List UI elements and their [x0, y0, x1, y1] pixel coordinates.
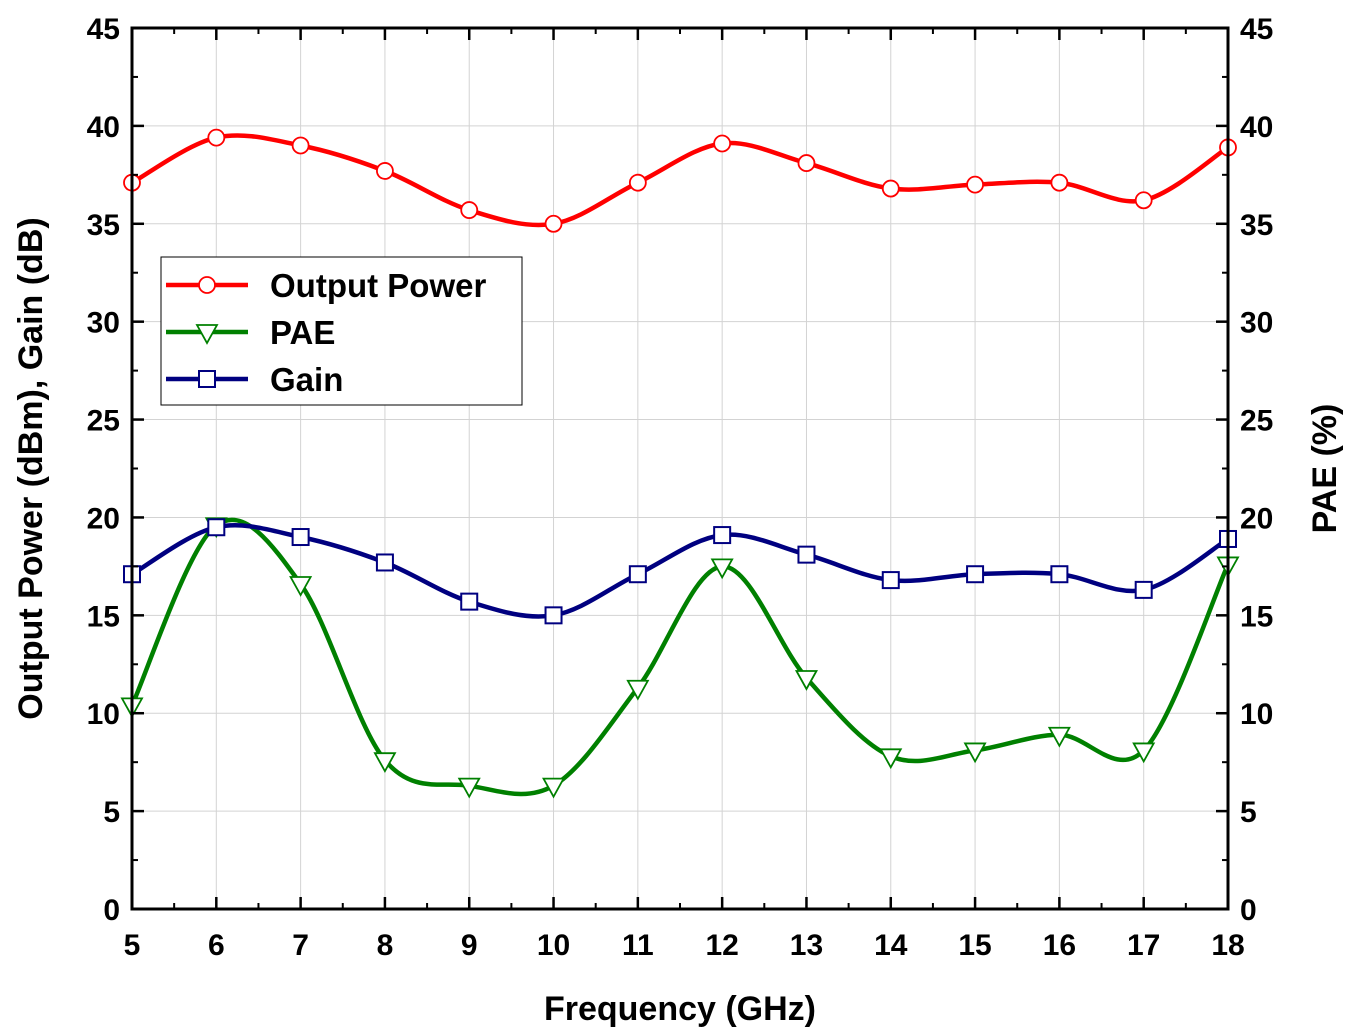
y-left-tick-label: 40	[87, 111, 120, 144]
legend: Output Power PAE Gain	[160, 256, 523, 406]
series-pae-point	[626, 679, 650, 701]
y-axis-left-title: Output Power (dBm), Gain (dB)	[12, 217, 50, 719]
x-tick-label: 16	[1043, 929, 1076, 962]
legend-marker-pae	[195, 324, 219, 345]
series-gain-point	[207, 518, 226, 537]
series-output-power-point	[376, 162, 394, 180]
y-right-tick-label: 35	[1240, 209, 1273, 242]
x-tick-label: 12	[705, 929, 738, 962]
x-tick-label: 13	[790, 929, 823, 962]
y-right-tick-label: 45	[1240, 13, 1273, 46]
series-pae-point	[794, 670, 818, 691]
x-tick-label: 6	[208, 929, 225, 962]
legend-label-output-power: Output Power	[270, 267, 486, 304]
series-pae	[120, 517, 1240, 799]
y-left-tick-label: 25	[87, 405, 120, 438]
y-left-tick-label: 30	[87, 307, 120, 340]
x-tick-label: 10	[537, 929, 570, 962]
series-gain-point	[1134, 580, 1153, 599]
legend-label-pae: PAE	[270, 314, 335, 351]
x-tick-label: 14	[874, 929, 908, 962]
x-tick-label: 17	[1127, 929, 1160, 962]
series-gain-point	[291, 528, 310, 547]
series-pae-point	[542, 777, 566, 799]
y-right-tick-label: 5	[1240, 796, 1257, 829]
y-left-tick-label: 35	[87, 209, 120, 242]
y-left-tick-label: 10	[87, 698, 120, 731]
legend-marker-gain	[198, 370, 216, 388]
y-left-tick-label: 45	[87, 13, 120, 46]
series-pae-point	[963, 742, 987, 764]
series-gain-point	[1050, 565, 1069, 584]
y-right-tick-label: 20	[1240, 502, 1273, 535]
series-gain-point	[460, 592, 479, 611]
x-axis-title: Frequency (GHz)	[544, 990, 816, 1028]
x-tick-label: 18	[1211, 929, 1244, 962]
y-right-tick-label: 10	[1240, 698, 1273, 731]
y-left-tick-label: 20	[87, 502, 120, 535]
series-output-power-point	[460, 201, 479, 219]
y-right-tick-label: 25	[1240, 405, 1273, 438]
x-tick-label: 15	[958, 929, 991, 962]
plot-series	[120, 128, 1240, 799]
series-pae-point	[879, 748, 903, 770]
series-gain	[123, 518, 1237, 625]
y-left-tick-label: 5	[103, 796, 120, 829]
series-output-power-point	[291, 136, 310, 155]
y-right-tick-label: 0	[1240, 894, 1257, 927]
legend-marker-output-power	[198, 276, 216, 294]
series-gain-point	[375, 553, 394, 572]
y-right-tick-label: 30	[1240, 307, 1273, 340]
y-right-tick-label: 15	[1240, 600, 1273, 633]
series-output-power-point	[544, 214, 563, 233]
series-gain-point	[628, 565, 647, 584]
x-tick-label: 7	[292, 929, 309, 962]
series-pae-point	[710, 558, 734, 580]
series-output-power-point	[628, 173, 647, 192]
series-pae-point	[289, 576, 313, 597]
series-pae-point	[1047, 726, 1071, 748]
legend-label-gain: Gain	[270, 361, 343, 398]
series-pae-line	[129, 517, 1231, 797]
series-output-power-point	[797, 154, 816, 172]
series-gain-point	[544, 606, 563, 625]
series-pae-point	[457, 777, 481, 799]
series-output-power	[123, 128, 1237, 233]
y-left-tick-label: 0	[103, 894, 120, 927]
series-gain-point	[881, 571, 900, 590]
series-output-power-point	[1050, 173, 1069, 192]
series-output-power-point	[713, 134, 732, 153]
series-output-power-point	[1134, 191, 1153, 210]
x-tick-label: 11	[622, 929, 654, 962]
series-gain-point	[797, 545, 816, 564]
series-pae-point	[373, 752, 397, 774]
y-axis-right-title: PAE (%)	[1306, 404, 1344, 534]
x-tick-label: 8	[377, 929, 394, 962]
series-pae-point	[1132, 742, 1156, 764]
y-right-tick-label: 40	[1240, 111, 1273, 144]
series-output-power-point	[207, 128, 226, 147]
x-tick-label: 9	[461, 929, 478, 962]
series-output-power-point	[881, 179, 900, 198]
y-left-tick-label: 15	[87, 600, 120, 633]
series-output-power-point	[966, 175, 984, 194]
x-tick-label: 5	[124, 929, 141, 962]
series-gain-point	[713, 526, 732, 545]
series-gain-point	[966, 565, 985, 584]
